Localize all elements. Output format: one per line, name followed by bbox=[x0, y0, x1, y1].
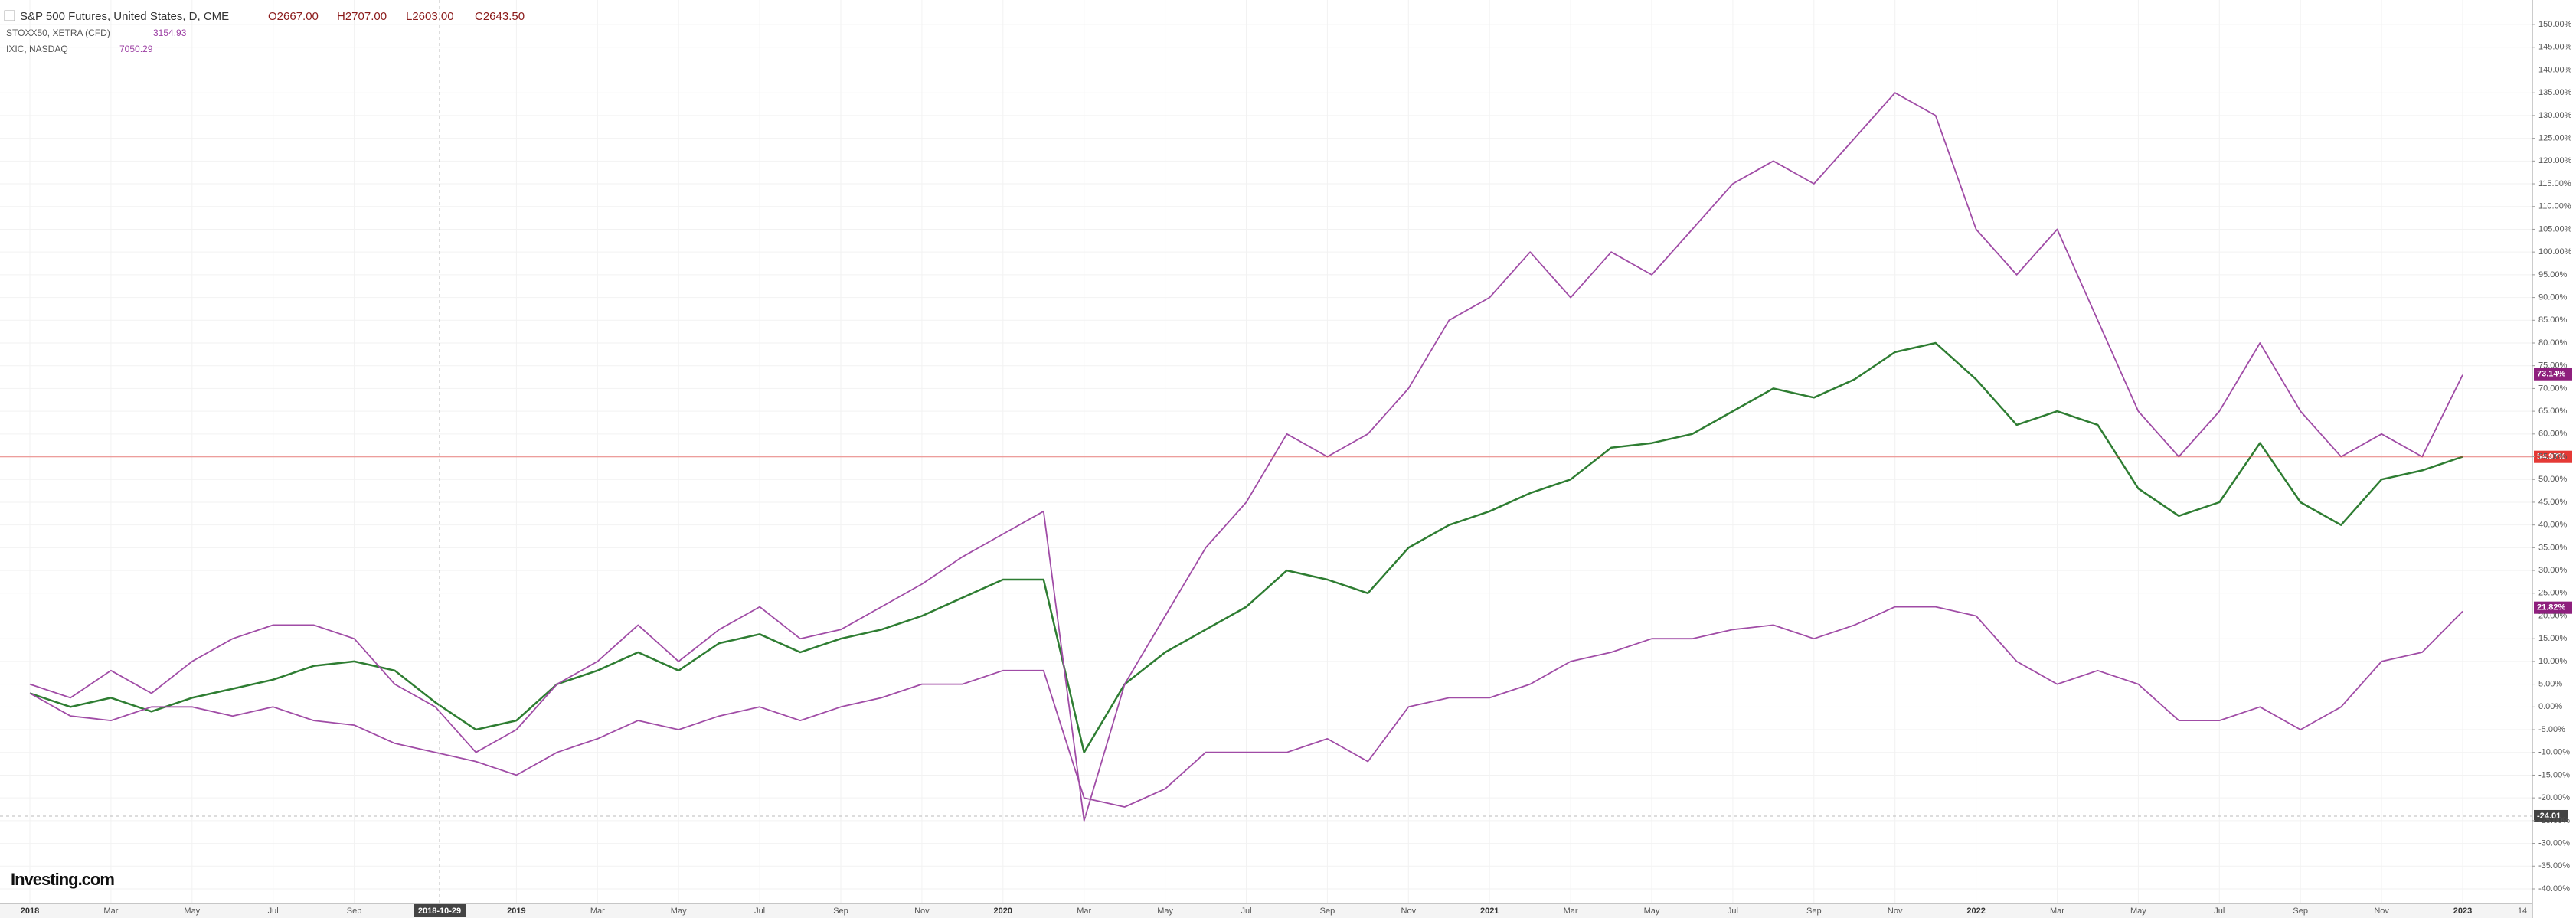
ohlc-value: O2667.00 bbox=[268, 10, 319, 23]
y-tick-label: -15.00% bbox=[2538, 770, 2570, 779]
y-tick-label: 0.00% bbox=[2538, 702, 2562, 711]
x-tick-label: Sep bbox=[347, 907, 362, 916]
x-tick-label: Mar bbox=[103, 907, 118, 916]
y-tick-label: 90.00% bbox=[2538, 292, 2568, 302]
ohlc-value: C2643.50 bbox=[475, 10, 525, 23]
y-tick-label: 110.00% bbox=[2538, 202, 2571, 211]
y-tick-label: 120.00% bbox=[2538, 156, 2572, 165]
y-tick-label: 40.00% bbox=[2538, 521, 2568, 530]
compare-name: STOXX50, XETRA (CFD) bbox=[6, 28, 110, 38]
x-tick-label: 2018 bbox=[21, 907, 39, 916]
plot-area bbox=[0, 0, 2532, 903]
price-badge bbox=[2534, 601, 2572, 614]
x-tick-label: Sep bbox=[1806, 907, 1822, 916]
x-tick-label: May bbox=[1644, 907, 1660, 916]
price-badge bbox=[2534, 450, 2572, 463]
y-tick-label: -30.00% bbox=[2538, 838, 2570, 848]
x-tick-label: Sep bbox=[2293, 907, 2308, 916]
x-axis-band bbox=[0, 903, 2532, 918]
ohlc-value: L2603.00 bbox=[406, 10, 454, 23]
x-tick-label: Mar bbox=[2050, 907, 2064, 916]
y-tick-label: 10.00% bbox=[2538, 657, 2568, 666]
y-tick-label: -10.00% bbox=[2538, 748, 2570, 757]
x-tick-label: Nov bbox=[1401, 907, 1417, 916]
x-tick-label: Jul bbox=[1241, 907, 1251, 916]
y-tick-label: 45.00% bbox=[2538, 498, 2568, 507]
x-tick-label: May bbox=[184, 907, 200, 916]
x-tick-label: May bbox=[671, 907, 687, 916]
y-tick-label: 85.00% bbox=[2538, 315, 2568, 325]
x-tick-label: Mar bbox=[590, 907, 605, 916]
y-tick-label: 115.00% bbox=[2538, 179, 2571, 188]
y-tick-label: 135.00% bbox=[2538, 88, 2572, 97]
x-tick-label: May bbox=[2130, 907, 2146, 916]
crosshair-x-badge bbox=[414, 904, 466, 917]
x-tick-label: Nov bbox=[914, 907, 930, 916]
x-tick-label: Sep bbox=[833, 907, 848, 916]
x-tick-label: 2020 bbox=[994, 907, 1012, 916]
y-tick-label: 55.00% bbox=[2538, 452, 2568, 461]
ohlc-value: H2707.00 bbox=[337, 10, 387, 23]
x-tick-label: 2019 bbox=[507, 907, 525, 916]
y-tick-label: -35.00% bbox=[2538, 861, 2570, 871]
x-tick-label: Jul bbox=[268, 907, 279, 916]
collapse-icon[interactable] bbox=[4, 10, 15, 21]
y-tick-label: 75.00% bbox=[2538, 361, 2568, 371]
x-tick-label: Jul bbox=[754, 907, 765, 916]
price-label: 54.97% bbox=[2537, 452, 2566, 462]
crosshair-x-label: 2018-10-29 bbox=[418, 907, 461, 916]
price-label: 73.14% bbox=[2537, 370, 2566, 379]
y-tick-label: 80.00% bbox=[2538, 338, 2568, 348]
y-tick-label: 35.00% bbox=[2538, 543, 2568, 552]
compare-price: 3154.93 bbox=[153, 28, 187, 38]
y-tick-label: 70.00% bbox=[2538, 384, 2568, 393]
x-tick-label: Nov bbox=[1888, 907, 1903, 916]
y-tick-label: 145.00% bbox=[2538, 43, 2572, 52]
y-tick-label: 65.00% bbox=[2538, 407, 2568, 416]
crosshair-y-badge bbox=[2534, 809, 2568, 822]
y-tick-label: 20.00% bbox=[2538, 611, 2568, 620]
x-tick-label: Sep bbox=[1320, 907, 1335, 916]
x-tick-label: Jul bbox=[2214, 907, 2225, 916]
crosshair-y-label: -24.01 bbox=[2537, 812, 2561, 821]
y-tick-label: 100.00% bbox=[2538, 247, 2572, 256]
y-tick-label: 15.00% bbox=[2538, 634, 2568, 643]
y-tick-label: 130.00% bbox=[2538, 111, 2572, 120]
chart-title: S&P 500 Futures, United States, D, CME bbox=[20, 10, 229, 23]
series-line bbox=[29, 92, 2463, 822]
y-tick-label: -40.00% bbox=[2538, 884, 2570, 893]
x-tick-label: May bbox=[1157, 907, 1173, 916]
logo: Investing.com bbox=[11, 870, 114, 889]
x-tick-label: Nov bbox=[2374, 907, 2389, 916]
y-tick-label: 5.00% bbox=[2538, 680, 2562, 689]
y-tick-label: 105.00% bbox=[2538, 224, 2572, 234]
compare-name: IXIC, NASDAQ bbox=[6, 44, 68, 54]
y-tick-label: 95.00% bbox=[2538, 270, 2568, 279]
series-line bbox=[29, 606, 2463, 808]
y-tick-label: -5.00% bbox=[2538, 725, 2565, 734]
y-tick-label: 125.00% bbox=[2538, 134, 2572, 143]
x-tick-label: 2023 bbox=[2453, 907, 2472, 916]
y-tick-label: -25.00% bbox=[2538, 816, 2570, 825]
y-tick-label: -20.00% bbox=[2538, 793, 2570, 802]
x-tick-label: Jul bbox=[1728, 907, 1738, 916]
price-label: 21.82% bbox=[2537, 603, 2566, 613]
y-tick-label: 50.00% bbox=[2538, 475, 2568, 484]
y-tick-label: 30.00% bbox=[2538, 566, 2568, 575]
price-badge bbox=[2534, 368, 2572, 381]
compare-price: 7050.29 bbox=[119, 44, 153, 54]
x-tick-label: Mar bbox=[1077, 907, 1091, 916]
y-tick-label: 140.00% bbox=[2538, 65, 2572, 74]
x-tick-label: Mar bbox=[1564, 907, 1578, 916]
series-line bbox=[29, 341, 2463, 753]
x-tick-label: 2022 bbox=[1966, 907, 1985, 916]
x-end-label: 14 bbox=[2518, 907, 2527, 916]
y-tick-label: 60.00% bbox=[2538, 430, 2568, 439]
y-tick-label: 25.00% bbox=[2538, 589, 2568, 598]
x-tick-label: 2021 bbox=[1480, 907, 1499, 916]
y-tick-label: 150.00% bbox=[2538, 20, 2572, 29]
